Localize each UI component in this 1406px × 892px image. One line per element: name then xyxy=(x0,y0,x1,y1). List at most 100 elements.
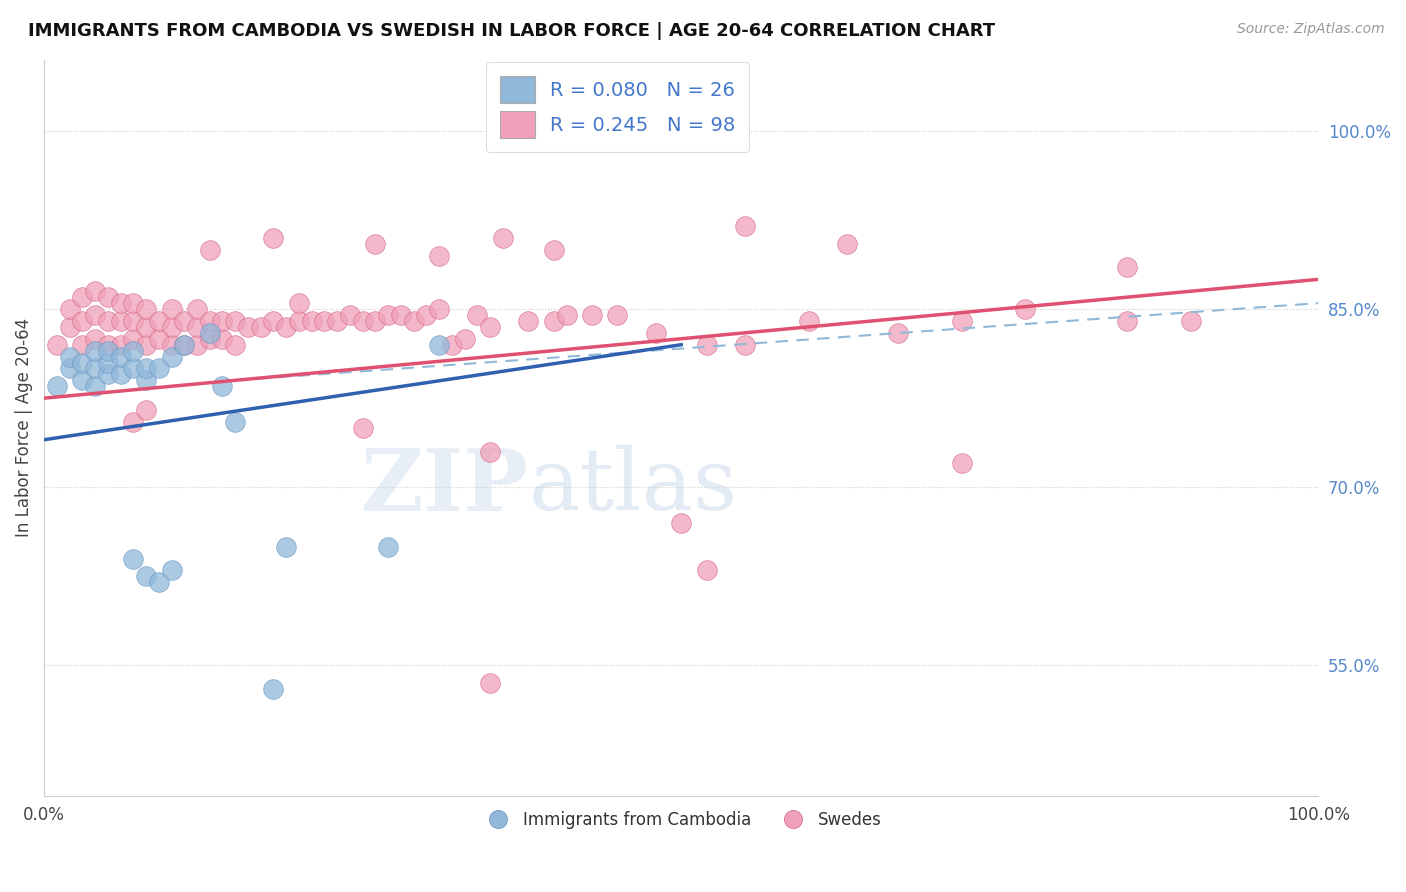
Point xyxy=(148,575,170,590)
Point xyxy=(72,314,94,328)
Point xyxy=(696,563,718,577)
Point xyxy=(364,236,387,251)
Point xyxy=(58,361,80,376)
Point xyxy=(236,319,259,334)
Point xyxy=(262,314,284,328)
Point xyxy=(45,379,67,393)
Point xyxy=(606,308,628,322)
Point xyxy=(122,551,145,566)
Point xyxy=(644,326,666,340)
Point xyxy=(198,326,221,340)
Point xyxy=(135,569,157,583)
Point xyxy=(135,403,157,417)
Point xyxy=(224,337,246,351)
Point xyxy=(453,332,475,346)
Point xyxy=(110,368,132,382)
Point xyxy=(262,682,284,697)
Point xyxy=(160,301,183,316)
Point xyxy=(110,314,132,328)
Point xyxy=(543,243,565,257)
Point xyxy=(1116,314,1139,328)
Point xyxy=(734,337,756,351)
Point xyxy=(58,350,80,364)
Point xyxy=(110,296,132,310)
Point xyxy=(135,337,157,351)
Point xyxy=(84,379,107,393)
Point xyxy=(301,314,323,328)
Point xyxy=(262,231,284,245)
Point xyxy=(402,314,425,328)
Point xyxy=(276,540,298,554)
Point xyxy=(110,350,132,364)
Point xyxy=(97,337,120,351)
Text: IMMIGRANTS FROM CAMBODIA VS SWEDISH IN LABOR FORCE | AGE 20-64 CORRELATION CHART: IMMIGRANTS FROM CAMBODIA VS SWEDISH IN L… xyxy=(28,22,995,40)
Point xyxy=(110,337,132,351)
Legend: Immigrants from Cambodia, Swedes: Immigrants from Cambodia, Swedes xyxy=(474,805,889,836)
Point xyxy=(1014,301,1036,316)
Point xyxy=(173,314,195,328)
Point xyxy=(377,308,399,322)
Point xyxy=(427,337,450,351)
Point xyxy=(517,314,540,328)
Point xyxy=(352,421,374,435)
Point xyxy=(389,308,412,322)
Point xyxy=(314,314,336,328)
Point xyxy=(97,355,120,369)
Point xyxy=(364,314,387,328)
Point xyxy=(198,243,221,257)
Point xyxy=(58,319,80,334)
Point xyxy=(440,337,463,351)
Point xyxy=(135,361,157,376)
Text: ZIP: ZIP xyxy=(360,445,529,529)
Point xyxy=(84,332,107,346)
Point xyxy=(479,676,502,690)
Point xyxy=(288,314,311,328)
Point xyxy=(97,343,120,358)
Point xyxy=(186,337,208,351)
Point xyxy=(72,290,94,304)
Point xyxy=(122,314,145,328)
Point xyxy=(148,332,170,346)
Point xyxy=(427,301,450,316)
Point xyxy=(122,415,145,429)
Point xyxy=(211,332,233,346)
Point xyxy=(97,314,120,328)
Point xyxy=(160,319,183,334)
Text: Source: ZipAtlas.com: Source: ZipAtlas.com xyxy=(1237,22,1385,37)
Point xyxy=(198,332,221,346)
Y-axis label: In Labor Force | Age 20-64: In Labor Force | Age 20-64 xyxy=(15,318,32,537)
Point xyxy=(339,308,361,322)
Point xyxy=(97,368,120,382)
Point xyxy=(135,319,157,334)
Point xyxy=(84,343,107,358)
Point xyxy=(465,308,488,322)
Point xyxy=(543,314,565,328)
Point xyxy=(224,415,246,429)
Point xyxy=(581,308,603,322)
Point xyxy=(224,314,246,328)
Point xyxy=(122,332,145,346)
Point xyxy=(97,290,120,304)
Point xyxy=(122,296,145,310)
Point xyxy=(173,337,195,351)
Point xyxy=(415,308,437,322)
Point xyxy=(492,231,515,245)
Point xyxy=(835,236,858,251)
Point xyxy=(160,350,183,364)
Point xyxy=(887,326,910,340)
Point xyxy=(84,361,107,376)
Point xyxy=(186,301,208,316)
Point xyxy=(72,355,94,369)
Point xyxy=(72,337,94,351)
Point xyxy=(669,516,692,530)
Point xyxy=(122,361,145,376)
Point xyxy=(326,314,349,328)
Point xyxy=(696,337,718,351)
Point xyxy=(1180,314,1202,328)
Point xyxy=(211,379,233,393)
Point xyxy=(58,301,80,316)
Point xyxy=(84,308,107,322)
Point xyxy=(160,337,183,351)
Point xyxy=(135,301,157,316)
Point xyxy=(72,373,94,387)
